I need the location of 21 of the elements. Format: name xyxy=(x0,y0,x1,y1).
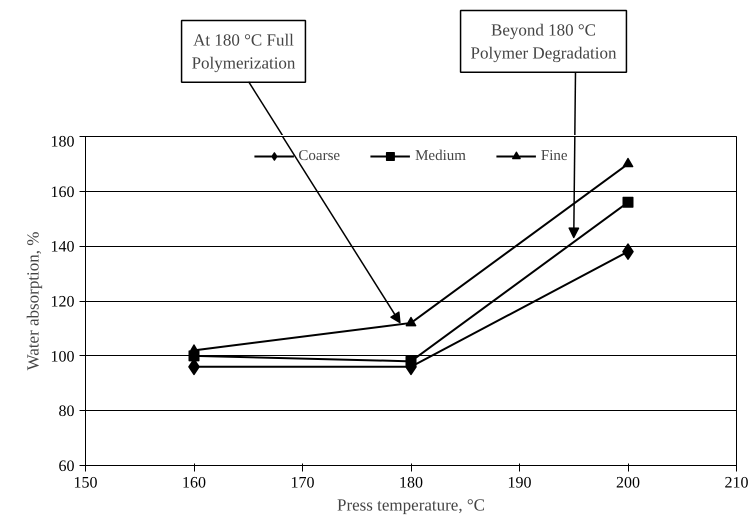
legend-label: Medium xyxy=(415,148,466,164)
x-tick-label: 210 xyxy=(724,474,748,492)
x-tick-label: 200 xyxy=(616,474,640,492)
y-axis-title: Water absorption, % xyxy=(24,232,42,370)
y-tick-label: 180 xyxy=(50,134,74,150)
x-tick-label: 190 xyxy=(508,474,532,492)
legend-label: Coarse xyxy=(298,148,340,164)
legend-label: Fine xyxy=(540,148,568,164)
x-tick-label: 150 xyxy=(74,474,98,492)
annotation: Beyond 180 °C Polymer Degradation xyxy=(470,20,617,62)
y-tick-label: 120 xyxy=(50,294,74,310)
annotation: At 180 °C Full Polymerization xyxy=(192,30,296,72)
x-tick-label: 170 xyxy=(290,474,314,492)
x-tick-label: 160 xyxy=(182,474,206,492)
x-axis-title: Press temperature, °C xyxy=(337,496,485,514)
y-tick-label: 160 xyxy=(50,184,74,201)
y-tick-label: 60 xyxy=(58,458,74,475)
x-tick-label: 180 xyxy=(399,474,423,492)
y-tick-label: 80 xyxy=(58,403,74,420)
y-tick-label: 140 xyxy=(50,238,74,256)
y-tick-label: 100 xyxy=(50,348,74,366)
